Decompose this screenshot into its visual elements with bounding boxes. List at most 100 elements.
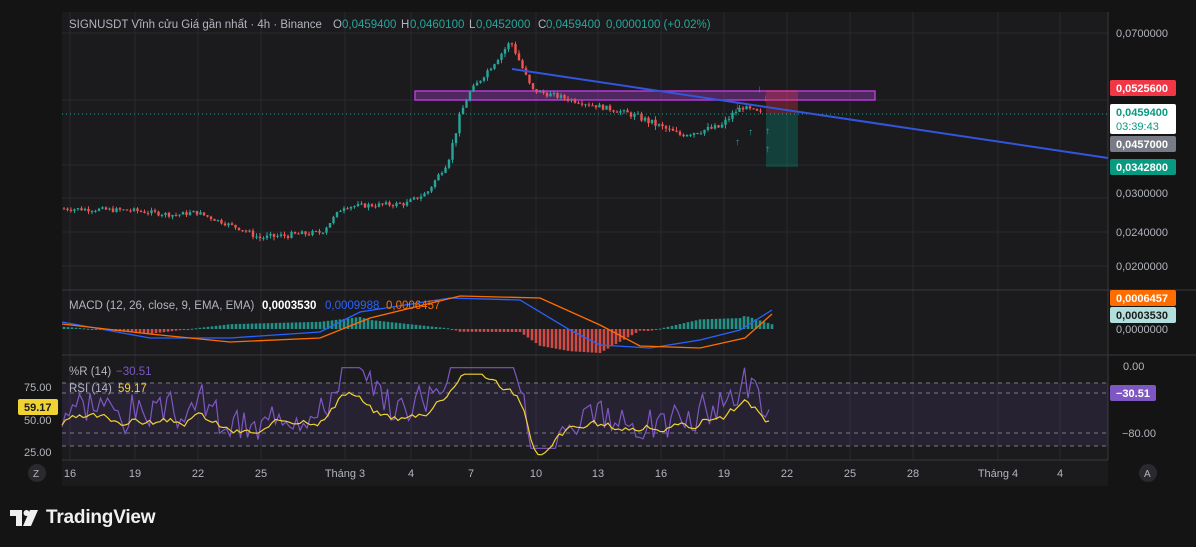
candle-body — [594, 105, 598, 108]
macd-histogram-bar — [742, 316, 746, 329]
descending-trendline[interactable] — [511, 68, 1109, 159]
candle-body — [727, 118, 731, 120]
up-arrow-icon: ↑ — [765, 144, 770, 155]
macd-histogram-bar — [442, 327, 446, 329]
up-arrow-icon: ↑ — [748, 127, 753, 138]
short-position-target-zone[interactable] — [766, 114, 798, 167]
candle-body — [538, 90, 542, 93]
macd-histogram-bar — [226, 324, 230, 329]
macd-histogram-bar — [446, 328, 450, 330]
macd-histogram-bar — [278, 322, 282, 329]
macd-pane[interactable] — [61, 295, 774, 353]
candle-body — [549, 93, 552, 97]
price-tick: 0,0300000 — [1116, 188, 1168, 200]
ohlc-close-label: C — [538, 19, 546, 31]
macd-histogram-bar — [614, 329, 618, 345]
candle-body — [318, 231, 321, 233]
rsi-line — [61, 373, 770, 456]
macd-histogram-bar — [746, 316, 750, 329]
candle-body — [73, 209, 76, 211]
grid-lines — [62, 12, 1108, 460]
auto-scale-button[interactable] — [1139, 464, 1157, 482]
candle-body — [703, 129, 706, 134]
macd-histogram-bar — [394, 322, 398, 329]
chart-canvas[interactable]: ↑ ↑ ↑ ↑ ↓ ↓ ↓ SIGNUSDT Vĩnh cửu Giá gần … — [0, 0, 1196, 500]
macd-histogram-bar — [94, 329, 98, 330]
candle-body — [115, 208, 118, 212]
ohlc-open-value: 0,0459400 — [342, 19, 396, 31]
candle-body — [185, 212, 188, 216]
macd-hist-badge-label: 0,0003530 — [1116, 310, 1168, 322]
ohlc-close-value: 0,0459400 — [546, 19, 600, 31]
candle-body — [573, 99, 577, 103]
candle-body — [150, 210, 153, 214]
time-tick: 7 — [468, 468, 474, 480]
candle-body — [398, 202, 402, 204]
candle-body — [720, 124, 724, 128]
tradingview-logo-icon — [10, 510, 38, 526]
auto-scale-button-label: A — [1144, 469, 1151, 480]
macd-histogram-bar — [466, 329, 470, 332]
rsi-label[interactable]: RSI (14) — [69, 383, 112, 395]
oscillator-legend[interactable]: %R (14) −30.51 RSI (14) 59.17 — [69, 366, 152, 395]
candle-body — [626, 110, 629, 113]
macd-histogram-bar — [370, 320, 374, 329]
macd-histogram-bar — [262, 323, 266, 329]
resistance-zone[interactable] — [414, 90, 876, 101]
macd-histogram-bar — [266, 323, 270, 329]
macd-histogram-bar — [166, 329, 170, 332]
tradingview-logo[interactable]: TradingView — [10, 505, 156, 531]
candle-body — [447, 159, 451, 168]
macd-histogram-bar — [630, 329, 634, 336]
candle-body — [671, 128, 675, 131]
symbol-title[interactable]: SIGNUSDT Vĩnh cửu Giá gần nhất · 4h · Bi… — [69, 19, 322, 31]
macd-signal-badge — [1110, 290, 1176, 306]
time-axis[interactable]: 16 19 22 25 Tháng 3 4 7 10 13 16 19 22 25 28 Tháng 4 4 — [64, 468, 1063, 480]
candle-body — [752, 108, 755, 110]
macd-histogram-bar — [642, 329, 646, 331]
macd-histogram-bar — [322, 321, 326, 329]
candle-body — [265, 235, 269, 239]
candle-body — [279, 234, 283, 236]
candle-body — [675, 130, 678, 132]
candle-body — [759, 110, 762, 112]
rsi-badge — [18, 399, 58, 415]
macd-histogram-bar — [526, 329, 530, 338]
candle-body — [297, 233, 300, 235]
symbol-legend[interactable]: SIGNUSDT Vĩnh cửu Giá gần nhất · 4h · Bi… — [69, 19, 711, 31]
zoom-button[interactable] — [28, 464, 46, 482]
candle-body — [269, 233, 272, 236]
macd-histogram-bar — [734, 318, 738, 329]
level-price-label: 0,0457000 — [1116, 139, 1168, 151]
candle-body — [255, 236, 258, 238]
macd-histogram-bar — [402, 323, 406, 329]
macd-histogram-bar — [574, 329, 578, 352]
price-axis[interactable]: 0,0700000 0,0300000 0,0240000 0,0200000 — [1116, 28, 1168, 273]
macd-histogram-bar — [710, 319, 714, 329]
candle-body — [416, 197, 419, 199]
macd-title[interactable]: MACD (12, 26, close, 9, EMA, EMA) — [69, 300, 255, 312]
macd-histogram-bar — [158, 329, 162, 333]
macd-histogram-bar — [418, 325, 422, 329]
macd-histogram-bar — [162, 329, 166, 333]
macd-legend[interactable]: MACD (12, 26, close, 9, EMA, EMA) 0,0003… — [69, 300, 440, 312]
candle-body — [293, 231, 297, 234]
price-tick: 0,0200000 — [1116, 261, 1168, 273]
time-tick: 19 — [718, 468, 730, 480]
wr-label[interactable]: %R (14) — [69, 366, 111, 378]
candle-body — [262, 238, 265, 240]
candle-body — [241, 230, 244, 232]
macd-histogram-bar — [690, 321, 694, 329]
ohlc-high-value: 0,0460100 — [410, 19, 464, 31]
resistance-price-label: 0,0525600 — [1116, 83, 1168, 95]
macd-histogram-bar — [290, 322, 294, 329]
candle-body — [475, 82, 479, 86]
candle-body — [706, 126, 710, 130]
oscillator-pane[interactable] — [61, 367, 1108, 456]
price-pane[interactable]: ↑ ↑ ↑ ↑ ↓ ↓ ↓ — [62, 41, 1109, 242]
macd-histogram-bar — [142, 329, 146, 334]
macd-histogram-bar — [762, 321, 766, 329]
macd-histogram-bar — [138, 329, 142, 333]
macd-histogram-bar — [214, 325, 218, 329]
candle-body — [724, 119, 727, 125]
